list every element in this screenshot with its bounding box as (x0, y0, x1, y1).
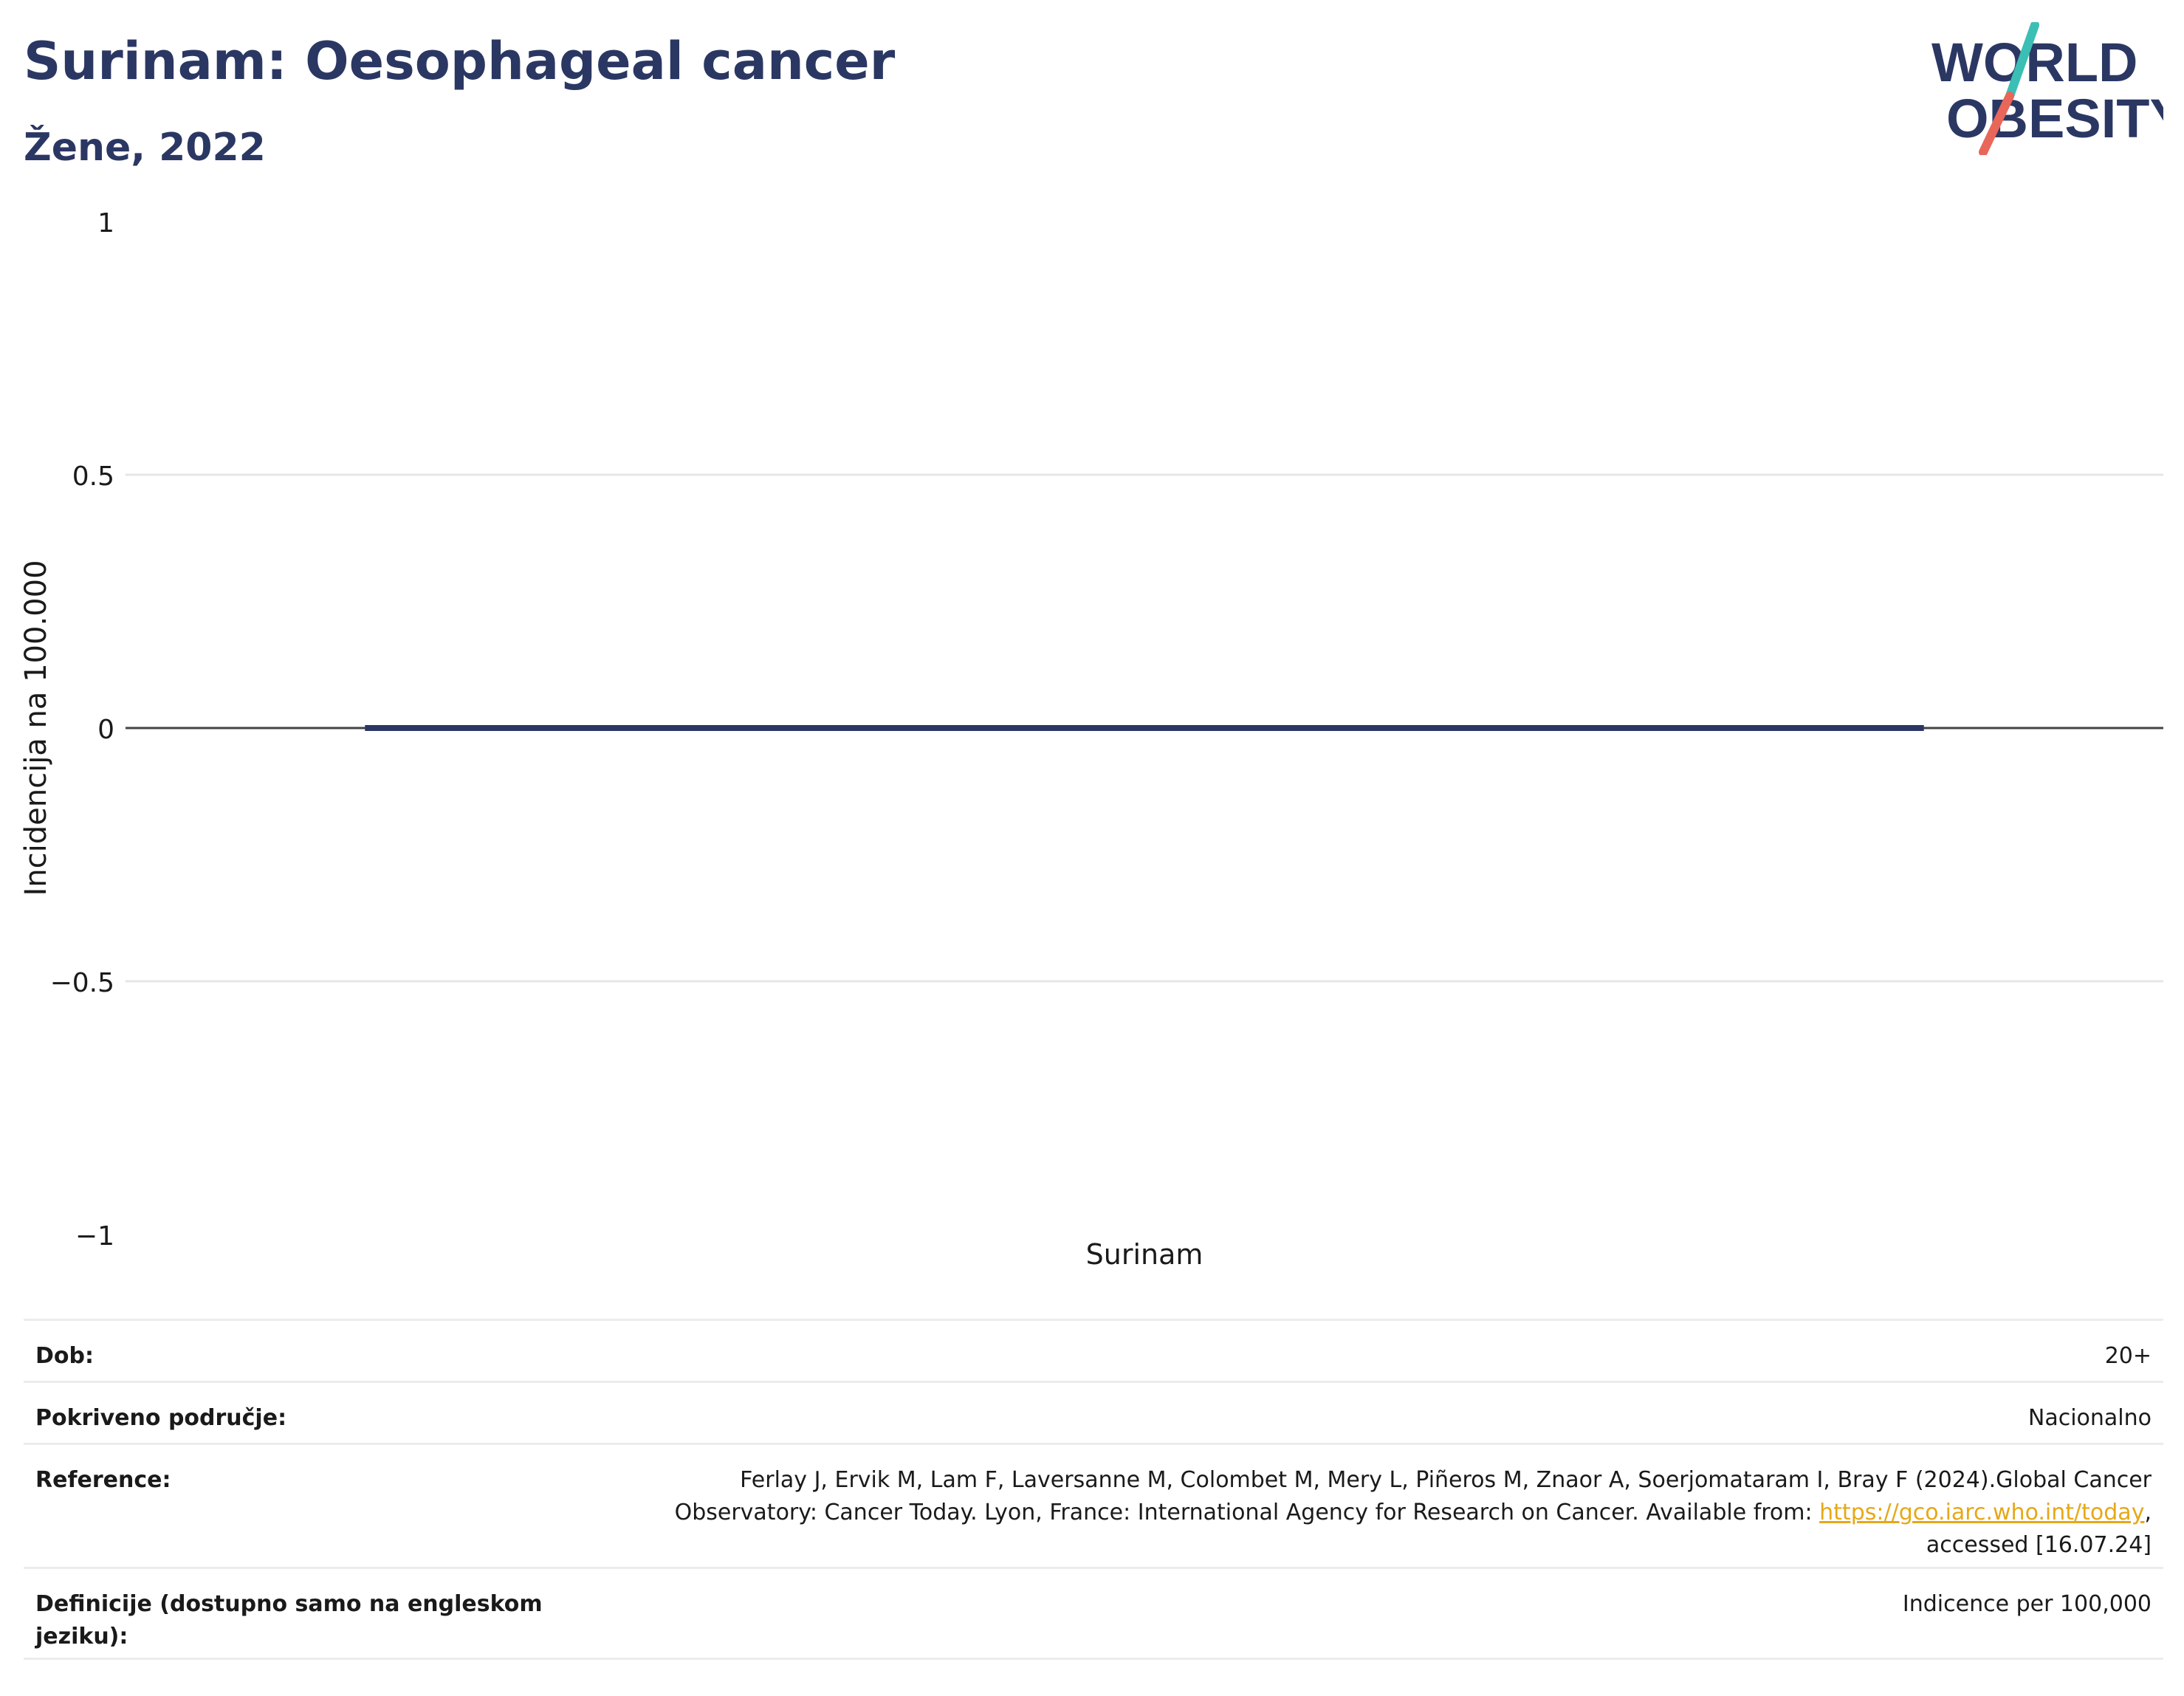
chart-title: Surinam: Oesophageal cancer (24, 31, 896, 92)
y-axis-label: Incidencija na 100.000 (19, 560, 53, 896)
info-row-coverage: Pokriveno područje: Nacionalno (24, 1381, 2163, 1443)
info-value: 20+ (2104, 1343, 2152, 1369)
logo-line-2: OBESITY (1946, 88, 2163, 149)
info-value: Nacionalno (2027, 1405, 2152, 1431)
info-row-reference: Reference: Ferlay J, Ervik M, Lam F, Lav… (24, 1443, 2163, 1567)
logo-slash-top (2005, 22, 2039, 100)
world-obesity-logo: WORLD OBESITY (1931, 22, 2163, 155)
info-value: Indicence per 100,000 (1902, 1591, 2152, 1617)
y-tick-label: 0 (97, 715, 114, 745)
y-tick-label: −1 (75, 1221, 114, 1252)
reference-accessed: , accessed [16.07.24] (1926, 1500, 2152, 1558)
info-row-age: Dob: 20+ (24, 1319, 2163, 1381)
bars (365, 725, 1924, 731)
info-label: Pokriveno područje: (35, 1405, 287, 1431)
y-tick-label: 1 (97, 208, 114, 238)
info-label: Reference: (35, 1467, 171, 1493)
info-value: Ferlay J, Ervik M, Lam F, Laversanne M, … (567, 1464, 2152, 1562)
bar (365, 725, 1924, 731)
x-tick-label: Surinam (1086, 1238, 1203, 1271)
chart-area: 1 0.5 0 −0.5 −1 Surinam Incidencija na 100.0… (19, 208, 2163, 1271)
y-tick-label: −0.5 (50, 968, 114, 998)
reference-link[interactable]: https://gco.iarc.who.int/today (1819, 1500, 2145, 1525)
y-tick-labels: 1 0.5 0 −0.5 −1 (50, 208, 114, 1252)
logo-slash-bottom (1979, 92, 2014, 155)
logo-line-1: WORLD (1931, 32, 2138, 93)
info-table: Dob: 20+ Pokriveno područje: Nacionalno … (24, 1319, 2163, 1660)
chart-subtitle: Žene, 2022 (24, 126, 266, 170)
y-tick-label: 0.5 (72, 461, 114, 492)
reference-text: Ferlay J, Ervik M, Lam F, Laversanne M, … (674, 1467, 2152, 1525)
info-label: Definicije (dostupno samo na engleskom j… (35, 1591, 543, 1649)
info-label: Dob: (35, 1343, 94, 1369)
info-row-definitions: Definicije (dostupno samo na engleskom j… (24, 1567, 2163, 1660)
x-tick-labels: Surinam (1086, 1238, 1203, 1271)
